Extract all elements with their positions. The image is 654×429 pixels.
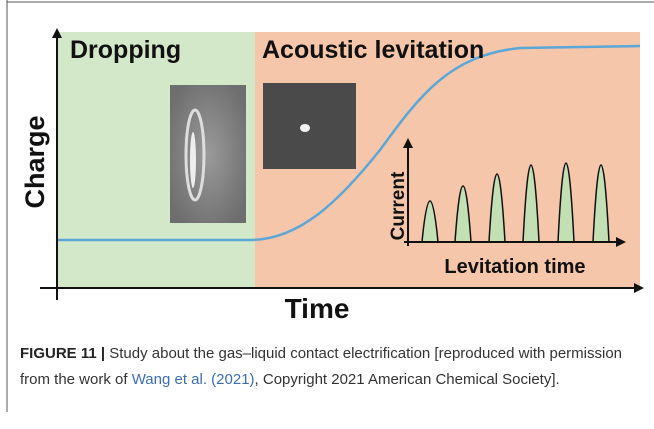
inset-x-label: Levitation time <box>444 256 585 278</box>
levitated-drop <box>300 124 310 132</box>
reference-link[interactable]: Wang et al. (2021) <box>132 371 255 388</box>
page: {"figure": { "panels": {"left": "Droppin… <box>0 0 654 429</box>
dropping-photo <box>170 85 246 223</box>
x-axis-label: Time <box>285 293 350 324</box>
panel-label: Dropping <box>70 36 181 64</box>
y-axis-label: Charge <box>20 115 50 208</box>
caption-label: FIGURE 11 | <box>20 345 105 362</box>
droplet-core <box>190 132 196 188</box>
caption: FIGURE 11 | Study about the gas–liquid c… <box>20 341 645 393</box>
panel-label: Acoustic levitation <box>262 36 484 64</box>
levitation-photo <box>263 83 356 169</box>
caption-text: , Copyright 2021 American Chemical Socie… <box>255 371 560 388</box>
inset-y-label: Current <box>388 171 409 240</box>
